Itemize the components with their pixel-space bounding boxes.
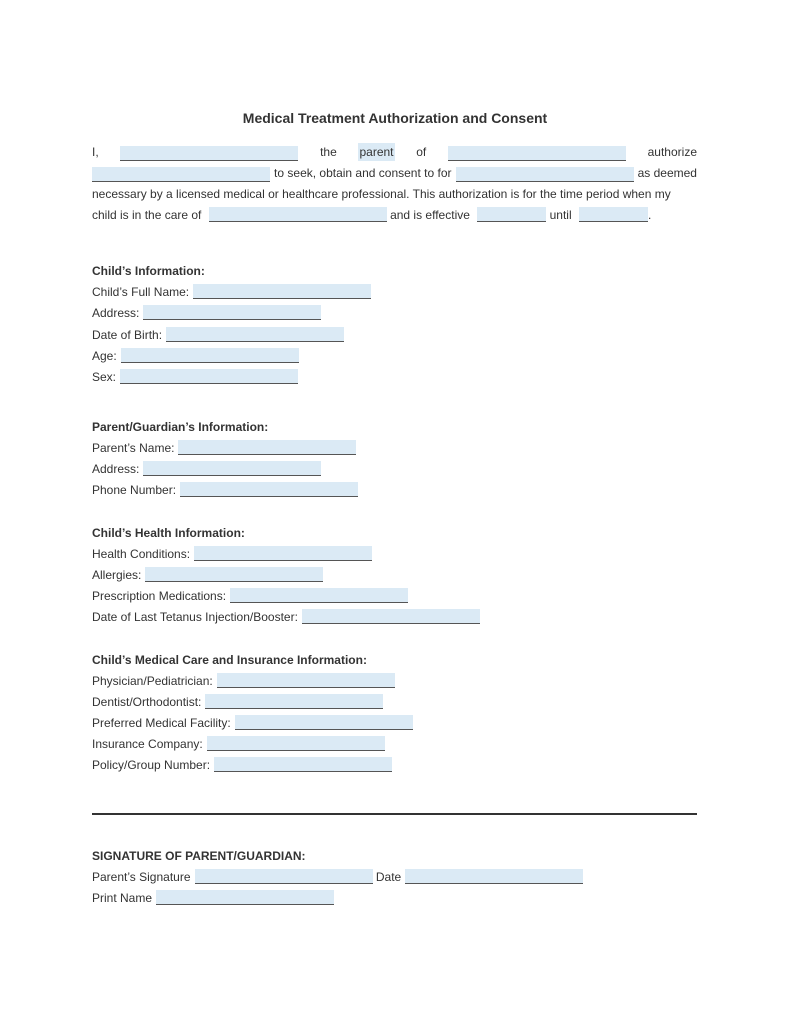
intro-text: until [549,208,572,222]
allergies-row: Allergies: [92,566,697,584]
parent-address-field[interactable] [143,461,322,476]
allergies-field[interactable] [145,567,324,582]
medications-row: Prescription Medications: [92,587,697,605]
policy-row: Policy/Group Number: [92,756,697,774]
physician-field[interactable] [216,673,395,688]
child-address-row: Address: [92,304,697,322]
intro-line-1: I, the parent of authorize [92,143,697,161]
until-date-field[interactable] [578,207,648,222]
intro-text: I, [92,145,99,159]
intro-line-2: to seek, obtain and consent to for as de… [92,164,697,182]
field-label: Physician/Pediatrician: [92,674,213,688]
care-info-heading: Child’s Medical Care and Insurance Infor… [92,653,367,667]
parent-phone-field[interactable] [180,482,359,497]
facility-row: Preferred Medical Facility: [92,714,697,732]
child-dob-field[interactable] [166,327,345,342]
facility-field[interactable] [234,715,413,730]
divider [92,813,697,815]
child-full-name-row: Child’s Full Name: [92,283,697,301]
field-label: Dentist/Orthodontist: [92,695,202,709]
field-label: Preferred Medical Facility: [92,716,231,730]
field-label: Sex: [92,370,117,384]
policy-number-field[interactable] [214,757,393,772]
field-label: Date [375,870,402,884]
field-label: Parent’s Name: [92,441,175,455]
dentist-field[interactable] [205,694,384,709]
page-title: Medical Treatment Authorization and Cons… [242,110,548,126]
child-name-field[interactable] [447,146,626,161]
child-info-heading: Child’s Information: [92,264,205,278]
health-info-heading: Child’s Health Information: [92,526,245,540]
medications-field[interactable] [230,588,409,603]
signature-row: Parent’s Signature Date [92,868,697,886]
treatment-scope-field[interactable] [455,167,634,182]
parent-address-row: Address: [92,460,697,478]
authorizer-name-field[interactable] [120,146,299,161]
intro-text: necessary by a licensed medical or healt… [92,187,671,201]
field-label: Address: [92,462,140,476]
child-address-field[interactable] [143,305,322,320]
field-label: Child’s Full Name: [92,285,190,299]
intro-text: child is in the care of [92,208,202,222]
parent-name-row: Parent’s Name: [92,439,697,457]
insurance-row: Insurance Company: [92,735,697,753]
parent-phone-row: Phone Number: [92,481,697,499]
signature-field[interactable] [194,869,373,884]
intro-text: authorize [647,145,697,159]
child-sex-field[interactable] [120,369,299,384]
physician-row: Physician/Pediatrician: [92,672,697,690]
field-label: Date of Last Tetanus Injection/Booster: [92,610,298,624]
intro-line-4: child is in the care of and is effective… [92,206,697,224]
field-label: Prescription Medications: [92,589,227,603]
field-label: Insurance Company: [92,737,203,751]
intro-text: to seek, obtain and consent to for [274,166,452,180]
signature-heading: SIGNATURE OF PARENT/GUARDIAN: [92,849,306,863]
health-conditions-field[interactable] [194,546,373,561]
child-full-name-field[interactable] [193,284,372,299]
child-dob-row: Date of Birth: [92,326,697,344]
intro-text: as deemed [637,166,697,180]
field-label: Address: [92,306,140,320]
tetanus-date-field[interactable] [301,609,480,624]
caregiver-field[interactable] [208,207,387,222]
insurance-field[interactable] [206,736,385,751]
print-name-row: Print Name [92,889,697,907]
field-label: Phone Number: [92,483,177,497]
intro-text: and is effective [390,208,470,222]
field-label: Health Conditions: [92,547,191,561]
intro-text: . [647,208,652,222]
parent-name-field[interactable] [178,440,357,455]
dentist-row: Dentist/Orthodontist: [92,693,697,711]
field-label: Policy/Group Number: [92,758,211,772]
child-age-row: Age: [92,347,697,365]
authorized-person-field[interactable] [92,167,270,182]
effective-date-field[interactable] [477,207,547,222]
print-name-field[interactable] [156,890,335,905]
intro-text: the [320,145,337,159]
tetanus-row: Date of Last Tetanus Injection/Booster: [92,608,697,626]
field-label: Date of Birth: [92,328,163,342]
field-label: Print Name [92,891,153,905]
intro-text: of [416,145,427,159]
health-conditions-row: Health Conditions: [92,545,697,563]
intro-line-3: necessary by a licensed medical or healt… [92,185,697,203]
signature-date-field[interactable] [405,869,584,884]
field-label: Parent’s Signature [92,870,191,884]
field-label: Age: [92,349,117,363]
child-sex-row: Sex: [92,368,697,386]
child-age-field[interactable] [120,348,299,363]
field-label: Allergies: [92,568,142,582]
relationship-field[interactable]: parent [358,143,395,161]
parent-info-heading: Parent/Guardian’s Information: [92,420,269,434]
